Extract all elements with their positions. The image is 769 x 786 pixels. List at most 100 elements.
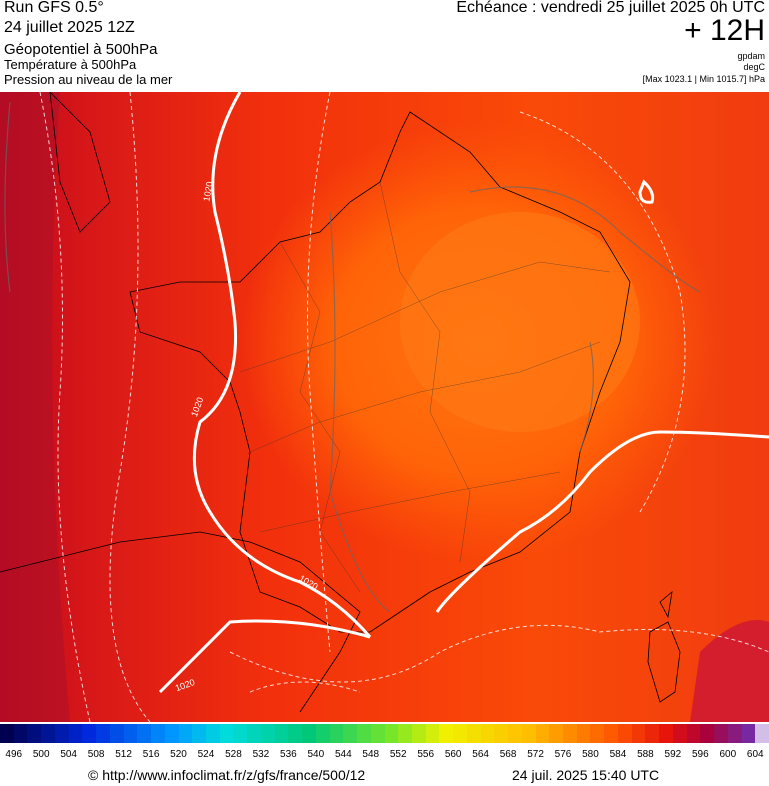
timestamp: 24 juil. 2025 15:40 UTC xyxy=(512,767,660,783)
colorbar-swatch xyxy=(411,724,427,743)
colorbar-label: 588 xyxy=(637,749,654,760)
colorbar-swatch xyxy=(686,724,701,743)
colorbar-swatch xyxy=(205,724,221,743)
colorbar-swatch xyxy=(535,724,550,743)
colorbar-label: 560 xyxy=(444,749,462,760)
colorbar-swatch xyxy=(302,724,317,743)
colorbar-swatch xyxy=(315,724,331,743)
colorbar-label: 540 xyxy=(307,749,325,760)
colorbar-swatch xyxy=(659,724,674,743)
colorbar-swatch xyxy=(398,724,413,743)
cold-area xyxy=(0,92,70,722)
coastlines xyxy=(0,92,681,713)
colorbar-swatch xyxy=(219,724,234,743)
colorbar-swatch xyxy=(260,724,276,743)
pressure-range: [Max 1023.1 | Min 1015.7] hPa xyxy=(642,74,765,84)
colorbar-swatch xyxy=(714,724,729,743)
colorbar-swatch xyxy=(288,724,303,743)
unit-geo: gpdam xyxy=(737,51,765,61)
colorbar-swatch xyxy=(178,724,193,743)
cold-area xyxy=(690,620,769,722)
source-url: © http://www.infoclimat.fr/z/gfs/france/… xyxy=(88,767,366,783)
colorbar-label: 528 xyxy=(225,749,242,760)
colorbar-swatch xyxy=(741,724,756,743)
colorbar-swatch xyxy=(672,724,688,743)
colorbar-swatch xyxy=(453,724,468,743)
colorbar-swatch xyxy=(563,724,578,743)
colorbar-label: 548 xyxy=(362,749,380,760)
colorbar-label: 532 xyxy=(252,749,270,760)
run-date: 24 juillet 2025 12Z xyxy=(4,19,135,36)
colorbar-swatch xyxy=(54,724,70,743)
colorbar-label: 556 xyxy=(417,749,435,760)
colorbar-swatch xyxy=(13,724,28,743)
colorbar-swatch xyxy=(41,724,56,743)
colorbar-label: 496 xyxy=(5,749,23,760)
colorbar-swatch xyxy=(123,724,138,743)
colorbar-swatch xyxy=(521,724,537,743)
geopotential-isolines xyxy=(4,101,701,613)
colorbar-label: 584 xyxy=(609,749,627,760)
colorbar-label: 568 xyxy=(499,749,517,760)
colorbar-swatch xyxy=(727,724,743,743)
run-title: Run GFS 0.5° xyxy=(4,0,104,16)
colorbar-swatch xyxy=(755,724,769,743)
colorbar-swatch xyxy=(576,724,591,743)
colorbar-swatch xyxy=(164,724,179,743)
colorbar-swatch xyxy=(494,724,509,743)
colorbar-label: 508 xyxy=(87,749,105,760)
colorbar-swatch xyxy=(508,724,523,743)
colorbar-swatch xyxy=(329,724,344,743)
colorbar-swatch xyxy=(151,724,166,743)
colorbar-swatch xyxy=(700,724,715,743)
lead-time: + 12H xyxy=(684,14,765,47)
colorbar-swatch xyxy=(617,724,633,743)
colorbar-swatch xyxy=(343,724,358,743)
temperature-isolines xyxy=(39,92,769,722)
colorbar-swatch xyxy=(645,724,660,743)
colorbar-label: 500 xyxy=(32,749,50,760)
colorbar-label: 600 xyxy=(719,749,737,760)
colorbar-label: 564 xyxy=(472,749,489,760)
colorbar-label: 604 xyxy=(746,749,764,760)
colorbar-swatch xyxy=(274,724,289,743)
colorbar-swatch xyxy=(247,724,262,743)
warm-core xyxy=(400,212,640,432)
colorbar-swatch xyxy=(604,724,619,743)
colorbar-label: 552 xyxy=(389,749,407,760)
colorbar-label: 520 xyxy=(170,749,187,760)
colorbar-swatch xyxy=(109,724,125,743)
colorbar-label: 536 xyxy=(280,749,297,760)
colorbar-swatch xyxy=(384,724,399,743)
colorbar-swatch xyxy=(466,724,482,743)
colorbar-swatch xyxy=(549,724,564,743)
colorbar-label: 592 xyxy=(664,749,682,760)
field-name: Géopotentiel à 500hPa xyxy=(4,41,158,58)
colorbar-swatch xyxy=(137,724,152,743)
colorbar-swatch xyxy=(370,724,385,743)
colorbar-swatch xyxy=(439,724,454,743)
colorbar-swatch xyxy=(590,724,605,743)
colorbar-swatch xyxy=(96,724,111,743)
colorbar-label: 572 xyxy=(527,749,544,760)
colorbar-label: 504 xyxy=(60,749,77,760)
unit-temp: degC xyxy=(743,62,765,72)
region-borders xyxy=(239,181,611,593)
colorbar-swatch xyxy=(631,724,646,743)
colorbar-label: 544 xyxy=(334,749,352,760)
colorbar-label: 576 xyxy=(554,749,572,760)
colorbar-swatch xyxy=(0,724,15,743)
colorbar-label: 516 xyxy=(142,749,160,760)
colorbar-swatch xyxy=(357,724,372,743)
colorbar xyxy=(0,724,769,743)
colorbar-swatch xyxy=(27,724,42,743)
pressure-label: Pression au niveau de la mer xyxy=(4,72,173,87)
colorbar-label: 596 xyxy=(691,749,709,760)
colorbar-swatch xyxy=(82,724,97,743)
echeance: Echéance : vendredi 25 juillet 2025 0h U… xyxy=(456,0,765,16)
colorbar-swatch xyxy=(233,724,248,743)
colorbar-swatch xyxy=(68,724,83,743)
colorbar-labels: 496 500 504 508 512 516 520 524 528 532 536 540 544 5… xyxy=(0,750,769,762)
